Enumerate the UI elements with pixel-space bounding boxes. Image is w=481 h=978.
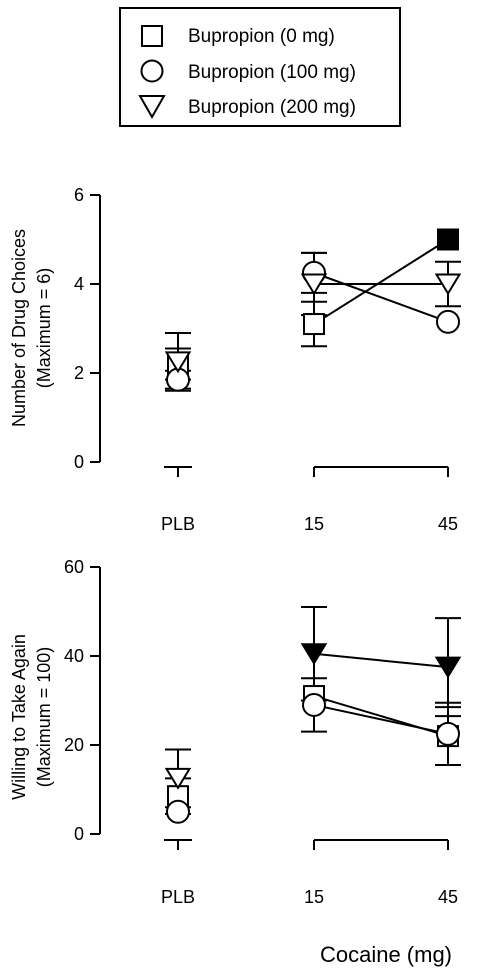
- y-tick-label-2: 40: [64, 646, 84, 666]
- y-tick-label-1: 2: [74, 363, 84, 383]
- y-axis-label-bottom-line1: Willing to Take Again: [9, 634, 29, 800]
- series-line-1: [313, 271, 449, 323]
- x-tick-label-2: 45: [438, 887, 458, 907]
- legend-square-marker: [141, 25, 163, 47]
- x-tick-label-1: 15: [304, 887, 324, 907]
- y-tick-label-0: 0: [74, 452, 84, 472]
- x-axis-bottom: PLB 15 45: [161, 839, 458, 907]
- x-axis-title: Cocaine (mg): [320, 942, 452, 967]
- point-triangle-down-2-1: [300, 643, 328, 666]
- y-axis-label-top-line2: (Maximum = 6): [34, 268, 54, 389]
- legend: Bupropion (0 mg) Bupropion (100 mg) Bupr…: [119, 7, 401, 127]
- x-tick-label-1: 15: [304, 514, 324, 534]
- x-axis-top: PLB 15 45: [161, 466, 458, 534]
- legend-triangle-marker: [138, 95, 166, 120]
- legend-box: [119, 7, 401, 127]
- legend-entry-0: Bupropion (0 mg): [141, 25, 335, 47]
- series-line-2: [313, 652, 449, 669]
- y-tick-label-3: 60: [64, 557, 84, 577]
- series-line-1: [313, 703, 449, 735]
- point-circle-1-1: [302, 692, 326, 717]
- point-circle-1-2: [436, 309, 460, 334]
- panel-willing-to-take-again: Willing to Take Again (Maximum = 100) 0 2…: [9, 557, 462, 907]
- legend-entry-1: Bupropion (100 mg): [140, 59, 356, 83]
- point-square-0-2: [437, 228, 459, 251]
- x-tick-label-2: 45: [438, 514, 458, 534]
- point-square-0-1: [303, 313, 325, 336]
- y-axis-top: 0 2 4 6: [74, 185, 101, 472]
- point-circle-1-2: [436, 721, 460, 746]
- y-tick-label-1: 20: [64, 735, 84, 755]
- x-tick-label-0: PLB: [161, 514, 195, 534]
- panel-drug-choices: Number of Drug Choices (Maximum = 6) 0 2 4…: [9, 185, 462, 534]
- legend-entry-2: Bupropion (200 mg): [138, 95, 356, 120]
- legend-label-2: Bupropion (200 mg): [188, 97, 356, 118]
- y-tick-label-3: 6: [74, 185, 84, 205]
- y-tick-label-2: 4: [74, 274, 84, 294]
- y-tick-label-0: 0: [74, 824, 84, 844]
- point-triangle-down-2-1: [300, 273, 328, 296]
- plot-area-bottom: [164, 606, 462, 824]
- point-triangle-down-2-2: [434, 273, 462, 296]
- legend-label-0: Bupropion (0 mg): [188, 26, 335, 47]
- y-axis-label-top-line1: Number of Drug Choices: [9, 229, 29, 427]
- y-axis-label-bottom-line2: (Maximum = 100): [34, 647, 54, 788]
- point-triangle-down-2-0: [164, 767, 192, 790]
- plot-area-top: [164, 228, 462, 392]
- y-axis-bottom: 0 20 40 60: [64, 557, 101, 844]
- x-tick-label-0: PLB: [161, 887, 195, 907]
- legend-label-1: Bupropion (100 mg): [188, 62, 356, 83]
- point-triangle-down-2-2: [434, 656, 462, 679]
- point-triangle-down-2-0: [164, 351, 192, 374]
- legend-circle-marker: [140, 59, 164, 83]
- series-line-0: [313, 238, 449, 325]
- point-circle-1-0: [166, 799, 190, 824]
